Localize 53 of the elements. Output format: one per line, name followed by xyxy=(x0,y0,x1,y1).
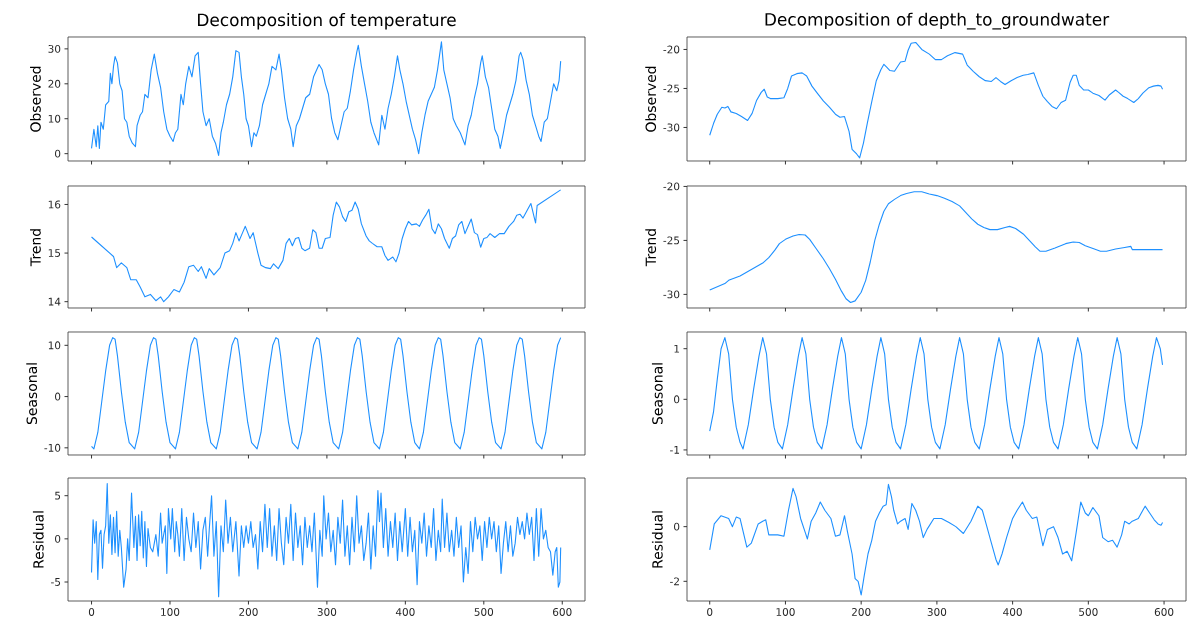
x-tick-label: 100 xyxy=(161,608,180,616)
y-tick-label: 10 xyxy=(48,114,61,123)
y-tick-label: 10 xyxy=(48,341,61,350)
y-tick-label: 0 xyxy=(55,392,61,401)
line-series xyxy=(90,189,562,303)
x-tick-label: 100 xyxy=(776,608,795,616)
line-series xyxy=(709,337,1164,450)
y-axis-title: Residual xyxy=(32,511,44,568)
x-tick-label: 600 xyxy=(553,608,572,616)
x-tick-label: 500 xyxy=(474,608,494,616)
y-tick-label: -1 xyxy=(670,446,680,454)
y-axis-title: Residual xyxy=(651,511,663,568)
chart-title: Decomposition of temperature xyxy=(198,13,456,30)
y-axis-title: Trend xyxy=(30,229,41,267)
y-tick-label: 0 xyxy=(55,534,61,543)
x-tick-label: 0 xyxy=(707,608,713,616)
y-tick-label: 0 xyxy=(674,522,680,531)
line-series xyxy=(90,483,562,598)
x-tick-label: 400 xyxy=(1003,608,1022,616)
y-tick-label: 5 xyxy=(55,491,61,500)
y-tick-label: 16 xyxy=(48,200,61,209)
line-series xyxy=(709,483,1164,596)
y-tick-label: 15 xyxy=(48,249,61,257)
y-tick-label: -10 xyxy=(44,443,61,452)
y-tick-label: 0 xyxy=(674,395,680,404)
y-tick-label: -20 xyxy=(663,182,680,191)
x-tick-label: 300 xyxy=(317,608,337,616)
y-axis-title: Seasonal xyxy=(26,363,38,425)
y-axis-title: Trend xyxy=(645,229,657,267)
x-tick-label: 300 xyxy=(927,608,947,616)
y-tick-label: 14 xyxy=(48,297,61,306)
y-tick-label: -25 xyxy=(663,84,680,93)
x-tick-label: 200 xyxy=(239,608,258,616)
x-tick-label: 200 xyxy=(851,608,871,616)
y-tick-label: 30 xyxy=(48,44,61,53)
y-axis-title: Observed xyxy=(645,66,657,132)
y-tick-label: -30 xyxy=(663,290,680,299)
x-tick-label: 500 xyxy=(1079,608,1098,616)
x-tick-label: 600 xyxy=(1154,608,1174,616)
y-axis-title: Observed xyxy=(30,66,41,132)
y-tick-label: -20 xyxy=(663,45,680,54)
y-tick-label: 0 xyxy=(55,149,61,158)
y-tick-label: 1 xyxy=(674,344,680,353)
x-tick-label: 0 xyxy=(88,608,95,616)
x-tick-label: 400 xyxy=(395,608,415,616)
chart-title: Decomposition of depth_to_groundwater xyxy=(765,12,1110,30)
y-tick-label: -25 xyxy=(663,236,680,245)
line-series xyxy=(709,41,1164,159)
y-tick-label: -30 xyxy=(663,123,680,132)
y-axis-title: Seasonal xyxy=(651,363,663,425)
y-tick-label: -2 xyxy=(670,577,679,586)
y-tick-label: 20 xyxy=(48,79,61,88)
y-tick-label: -5 xyxy=(51,578,61,586)
